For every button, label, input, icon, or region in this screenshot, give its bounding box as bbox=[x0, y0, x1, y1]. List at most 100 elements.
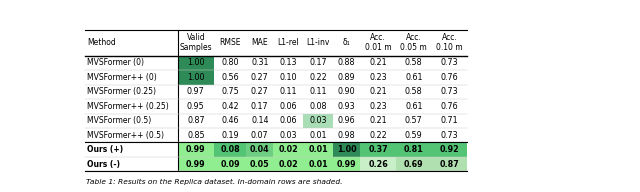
Text: 0.59: 0.59 bbox=[405, 131, 422, 140]
Text: Table 1: Results on the Replica dataset. In-domain rows are shaded.: Table 1: Results on the Replica dataset.… bbox=[86, 179, 342, 185]
Text: 0.02: 0.02 bbox=[278, 145, 298, 154]
Text: δ₁: δ₁ bbox=[343, 38, 351, 47]
Text: 0.76: 0.76 bbox=[441, 102, 458, 111]
FancyBboxPatch shape bbox=[431, 142, 467, 157]
Text: 0.93: 0.93 bbox=[338, 102, 355, 111]
FancyBboxPatch shape bbox=[273, 157, 303, 171]
Text: 0.92: 0.92 bbox=[440, 145, 460, 154]
FancyBboxPatch shape bbox=[333, 157, 360, 171]
Text: 0.17: 0.17 bbox=[251, 102, 269, 111]
Text: 0.56: 0.56 bbox=[221, 73, 239, 82]
Text: 1.00: 1.00 bbox=[337, 145, 356, 154]
Text: 0.88: 0.88 bbox=[338, 58, 355, 67]
Text: MVSFormer (0.25): MVSFormer (0.25) bbox=[87, 87, 156, 96]
Text: 0.73: 0.73 bbox=[441, 131, 458, 140]
Text: 0.57: 0.57 bbox=[405, 116, 422, 125]
Text: 0.21: 0.21 bbox=[369, 116, 387, 125]
Text: 0.07: 0.07 bbox=[251, 131, 269, 140]
Text: Ours (+): Ours (+) bbox=[87, 145, 123, 154]
FancyBboxPatch shape bbox=[273, 142, 303, 157]
Text: 0.01: 0.01 bbox=[308, 160, 328, 169]
Text: 0.23: 0.23 bbox=[369, 102, 387, 111]
Text: 0.96: 0.96 bbox=[338, 116, 355, 125]
Text: 0.13: 0.13 bbox=[280, 58, 297, 67]
Text: 0.98: 0.98 bbox=[338, 131, 355, 140]
Text: 0.97: 0.97 bbox=[187, 87, 205, 96]
Text: 0.11: 0.11 bbox=[280, 87, 297, 96]
Text: 1.00: 1.00 bbox=[187, 73, 205, 82]
FancyBboxPatch shape bbox=[303, 142, 333, 157]
Text: 0.61: 0.61 bbox=[405, 73, 422, 82]
Text: 0.03: 0.03 bbox=[309, 116, 327, 125]
FancyBboxPatch shape bbox=[333, 142, 360, 157]
Text: MVSFormer (0.5): MVSFormer (0.5) bbox=[87, 116, 151, 125]
Text: 0.87: 0.87 bbox=[440, 160, 460, 169]
FancyBboxPatch shape bbox=[178, 70, 214, 84]
Text: 0.99: 0.99 bbox=[186, 160, 205, 169]
Text: 0.10: 0.10 bbox=[280, 73, 297, 82]
FancyBboxPatch shape bbox=[178, 55, 214, 70]
Text: 0.21: 0.21 bbox=[369, 58, 387, 67]
Text: 0.71: 0.71 bbox=[441, 116, 458, 125]
Text: 0.22: 0.22 bbox=[309, 73, 327, 82]
Text: 0.75: 0.75 bbox=[221, 87, 239, 96]
Text: 0.11: 0.11 bbox=[309, 87, 327, 96]
Text: MAE: MAE bbox=[252, 38, 268, 47]
Text: 0.01: 0.01 bbox=[309, 131, 327, 140]
Text: 0.01: 0.01 bbox=[308, 145, 328, 154]
Text: Acc.
0.01 m: Acc. 0.01 m bbox=[365, 33, 392, 52]
Text: Ours (-): Ours (-) bbox=[87, 160, 120, 169]
Text: Acc.
0.05 m: Acc. 0.05 m bbox=[401, 33, 427, 52]
Text: 0.80: 0.80 bbox=[221, 58, 239, 67]
Text: 0.37: 0.37 bbox=[368, 145, 388, 154]
Text: 0.81: 0.81 bbox=[404, 145, 424, 154]
Text: Valid
Samples: Valid Samples bbox=[179, 33, 212, 52]
Text: 0.73: 0.73 bbox=[441, 87, 458, 96]
Text: L1-rel: L1-rel bbox=[278, 38, 299, 47]
FancyBboxPatch shape bbox=[303, 157, 333, 171]
Text: L1-inv: L1-inv bbox=[307, 38, 330, 47]
FancyBboxPatch shape bbox=[246, 142, 273, 157]
FancyBboxPatch shape bbox=[360, 142, 396, 157]
Text: 0.99: 0.99 bbox=[337, 160, 356, 169]
FancyBboxPatch shape bbox=[303, 113, 333, 128]
Text: 0.26: 0.26 bbox=[368, 160, 388, 169]
Text: 0.05: 0.05 bbox=[250, 160, 269, 169]
Text: 0.90: 0.90 bbox=[338, 87, 355, 96]
Text: 0.27: 0.27 bbox=[251, 73, 269, 82]
Text: 0.08: 0.08 bbox=[220, 145, 240, 154]
Text: 0.58: 0.58 bbox=[405, 87, 422, 96]
Text: 0.22: 0.22 bbox=[369, 131, 387, 140]
Text: 0.76: 0.76 bbox=[441, 73, 458, 82]
Text: RMSE: RMSE bbox=[220, 38, 241, 47]
Text: 0.61: 0.61 bbox=[405, 102, 422, 111]
FancyBboxPatch shape bbox=[178, 142, 214, 157]
Text: 0.89: 0.89 bbox=[338, 73, 355, 82]
FancyBboxPatch shape bbox=[214, 157, 246, 171]
FancyBboxPatch shape bbox=[246, 157, 273, 171]
Text: 0.73: 0.73 bbox=[441, 58, 458, 67]
Text: 0.06: 0.06 bbox=[280, 102, 297, 111]
Text: 0.99: 0.99 bbox=[186, 145, 205, 154]
Text: 0.17: 0.17 bbox=[309, 58, 327, 67]
Text: Acc.
0.10 m: Acc. 0.10 m bbox=[436, 33, 463, 52]
Text: 0.95: 0.95 bbox=[187, 102, 205, 111]
FancyBboxPatch shape bbox=[360, 157, 396, 171]
FancyBboxPatch shape bbox=[431, 157, 467, 171]
FancyBboxPatch shape bbox=[214, 142, 246, 157]
Text: Method: Method bbox=[87, 38, 116, 47]
FancyBboxPatch shape bbox=[396, 142, 431, 157]
Text: 0.06: 0.06 bbox=[280, 116, 297, 125]
Text: 0.19: 0.19 bbox=[221, 131, 239, 140]
Text: 0.02: 0.02 bbox=[278, 160, 298, 169]
FancyBboxPatch shape bbox=[178, 157, 214, 171]
Text: MVSFormer (0): MVSFormer (0) bbox=[87, 58, 144, 67]
Text: 0.69: 0.69 bbox=[404, 160, 424, 169]
Text: 0.09: 0.09 bbox=[220, 160, 240, 169]
FancyBboxPatch shape bbox=[396, 157, 431, 171]
Text: 1.00: 1.00 bbox=[187, 58, 205, 67]
Text: 0.03: 0.03 bbox=[280, 131, 297, 140]
Text: 0.87: 0.87 bbox=[187, 116, 205, 125]
Text: 0.27: 0.27 bbox=[251, 87, 269, 96]
Text: MVSFormer++ (0.5): MVSFormer++ (0.5) bbox=[87, 131, 164, 140]
